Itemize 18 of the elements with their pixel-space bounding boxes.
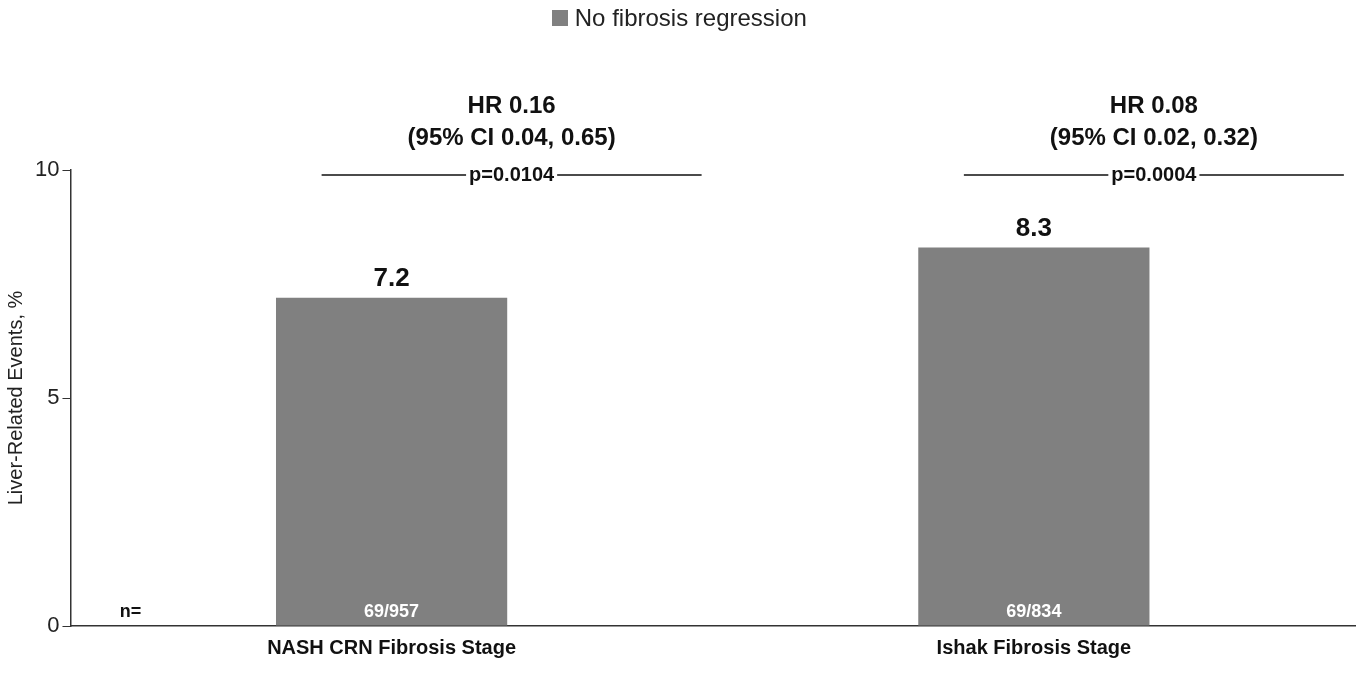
y-axis-title: Liver-Related Events, % <box>3 290 26 506</box>
y-tick-label: 0 <box>47 612 60 638</box>
y-tick-label: 5 <box>47 384 60 410</box>
x-tick-label: NASH CRN Fibrosis Stage <box>267 635 517 658</box>
text: HR 0.08 <box>1109 90 1198 118</box>
data-label: 7.2 <box>373 261 410 292</box>
annotation: p=0.0104 <box>469 162 556 185</box>
text: (95% CI 0.04, 0.65) <box>407 122 616 150</box>
text: (95% CI 0.02, 0.32) <box>1049 122 1258 150</box>
y-tick-label: 10 <box>34 156 60 182</box>
annotation: p=0.0004 <box>1111 162 1198 185</box>
text: HR 0.16 <box>467 90 556 118</box>
data-label: 8.3 <box>1015 211 1052 242</box>
annotation: n= <box>119 600 142 621</box>
annotation: 69/957 <box>364 600 420 621</box>
x-tick-label: Ishak Fibrosis Stage <box>936 635 1132 658</box>
annotation: 69/834 <box>1006 600 1062 621</box>
legend-label: No fibrosis regression <box>574 4 807 31</box>
